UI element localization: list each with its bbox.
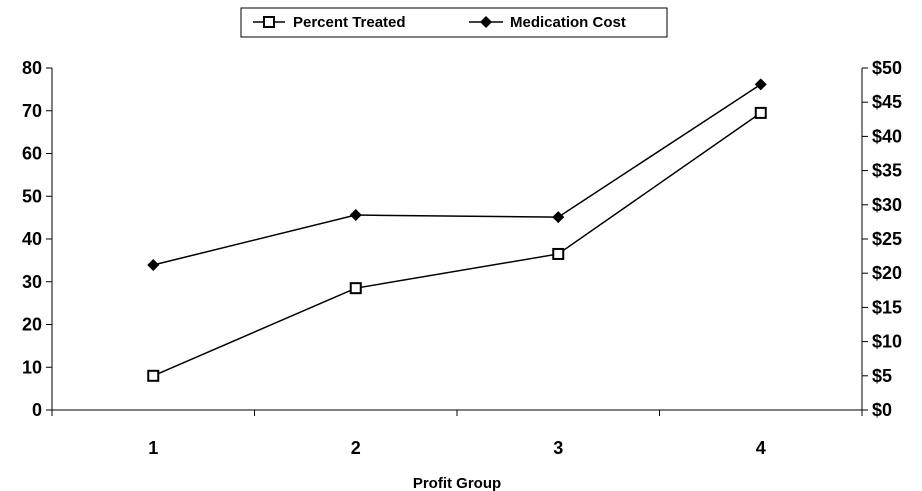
y-left-tick-label: 70: [22, 101, 42, 121]
data-point-medication-cost: [147, 258, 160, 271]
x-tick-label: 2: [351, 438, 361, 458]
legend-label-medication-cost: Medication Cost: [510, 14, 626, 31]
data-point-percent-treated: [754, 106, 767, 119]
legend-marker-square: [263, 16, 275, 28]
y-right-tick-label: $10: [872, 332, 902, 352]
y-left-tick-label: 30: [22, 272, 42, 292]
x-tick-label: 3: [553, 438, 563, 458]
legend-label-percent-treated: Percent Treated: [293, 14, 406, 31]
y-right-tick-label: $0: [872, 400, 892, 420]
y-right-tick-label: $20: [872, 263, 902, 283]
data-point-percent-treated: [147, 369, 160, 382]
y-right-tick-label: $30: [872, 195, 902, 215]
x-axis-title: Profit Group: [413, 475, 501, 491]
series-line-percent-treated: [152, 112, 762, 377]
x-tick-label: 1: [148, 438, 158, 458]
series-line-medication-cost: [153, 83, 762, 266]
data-point-percent-treated: [349, 282, 362, 295]
y-right-tick-label: $5: [872, 366, 892, 386]
y-right-tick-label: $40: [872, 126, 902, 146]
x-tick-label: 4: [756, 438, 766, 458]
data-point-medication-cost: [349, 209, 362, 222]
data-point-medication-cost: [552, 211, 565, 224]
y-left-tick-label: 60: [22, 144, 42, 164]
data-point-percent-treated: [552, 247, 565, 260]
series: [147, 78, 767, 382]
y-right-tick-label: $15: [872, 297, 902, 317]
y-left-tick-label: 50: [22, 186, 42, 206]
axes: 0 10 20 30 40 50 60 70 80 $0 $5 $10 $15 $20 $25 $30 $35 $…: [22, 58, 902, 458]
data-point-medication-cost: [754, 78, 767, 91]
y-left-tick-label: 10: [22, 357, 42, 377]
y-left-tick-label: 20: [22, 315, 42, 335]
y-left-tick-label: 0: [32, 400, 42, 420]
legend: Percent Treated Medication Cost: [240, 7, 668, 38]
y-left-tick-label: 80: [22, 58, 42, 78]
y-right-tick-label: $35: [872, 161, 902, 181]
y-right-tick-label: $45: [872, 92, 902, 112]
y-left-tick-label: 40: [22, 229, 42, 249]
legend-marker-diamond: [480, 16, 492, 28]
y-right-tick-label: $25: [872, 229, 902, 249]
legend-box: [240, 7, 668, 38]
y-right-tick-label: $50: [872, 58, 902, 78]
